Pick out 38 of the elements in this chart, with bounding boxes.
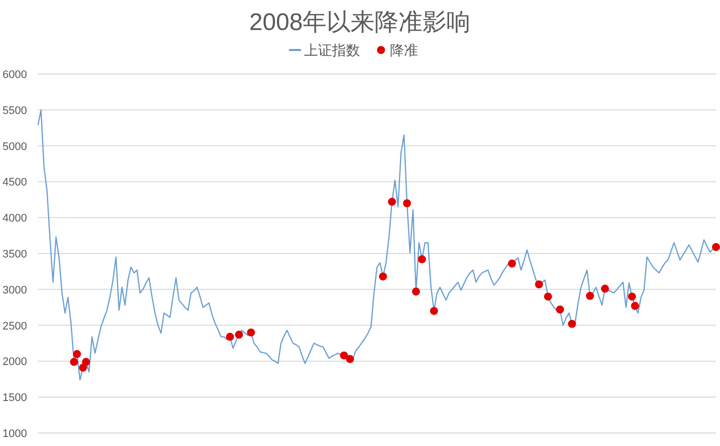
point xyxy=(388,198,396,206)
point xyxy=(508,260,516,268)
point xyxy=(226,332,234,341)
legend-label: 降准 xyxy=(390,42,418,58)
point xyxy=(82,358,90,366)
point xyxy=(418,255,426,264)
point xyxy=(568,320,576,328)
point xyxy=(247,328,255,336)
point xyxy=(586,292,594,300)
y-tick-label: 6000 xyxy=(2,69,27,81)
point xyxy=(412,288,420,296)
y-tick-label: 4500 xyxy=(2,176,27,189)
y-tick-label: 1000 xyxy=(2,428,27,440)
chart-title: 2008年以来降准影响 xyxy=(249,9,471,36)
point xyxy=(628,292,636,301)
point xyxy=(544,292,552,301)
y-tick-label: 3000 xyxy=(2,284,27,296)
y-tick-label: 5500 xyxy=(2,104,27,117)
point xyxy=(346,355,354,364)
legend-label: 上证指数 xyxy=(304,42,360,58)
y-tick-label: 2000 xyxy=(2,356,27,368)
point xyxy=(70,358,78,366)
point xyxy=(430,306,438,315)
point xyxy=(712,243,720,252)
point xyxy=(631,302,639,310)
point xyxy=(235,330,243,339)
y-tick-label: 2500 xyxy=(2,320,27,332)
y-tick-label: 3500 xyxy=(2,248,27,260)
point xyxy=(535,280,543,288)
point xyxy=(379,272,387,280)
y-tick-label: 5000 xyxy=(2,140,27,153)
y-tick-label: 4000 xyxy=(2,212,27,225)
point xyxy=(556,306,564,314)
point xyxy=(403,199,411,208)
point xyxy=(340,351,348,360)
point xyxy=(601,284,609,293)
point xyxy=(73,350,81,358)
y-tick-label: 1500 xyxy=(2,392,27,404)
